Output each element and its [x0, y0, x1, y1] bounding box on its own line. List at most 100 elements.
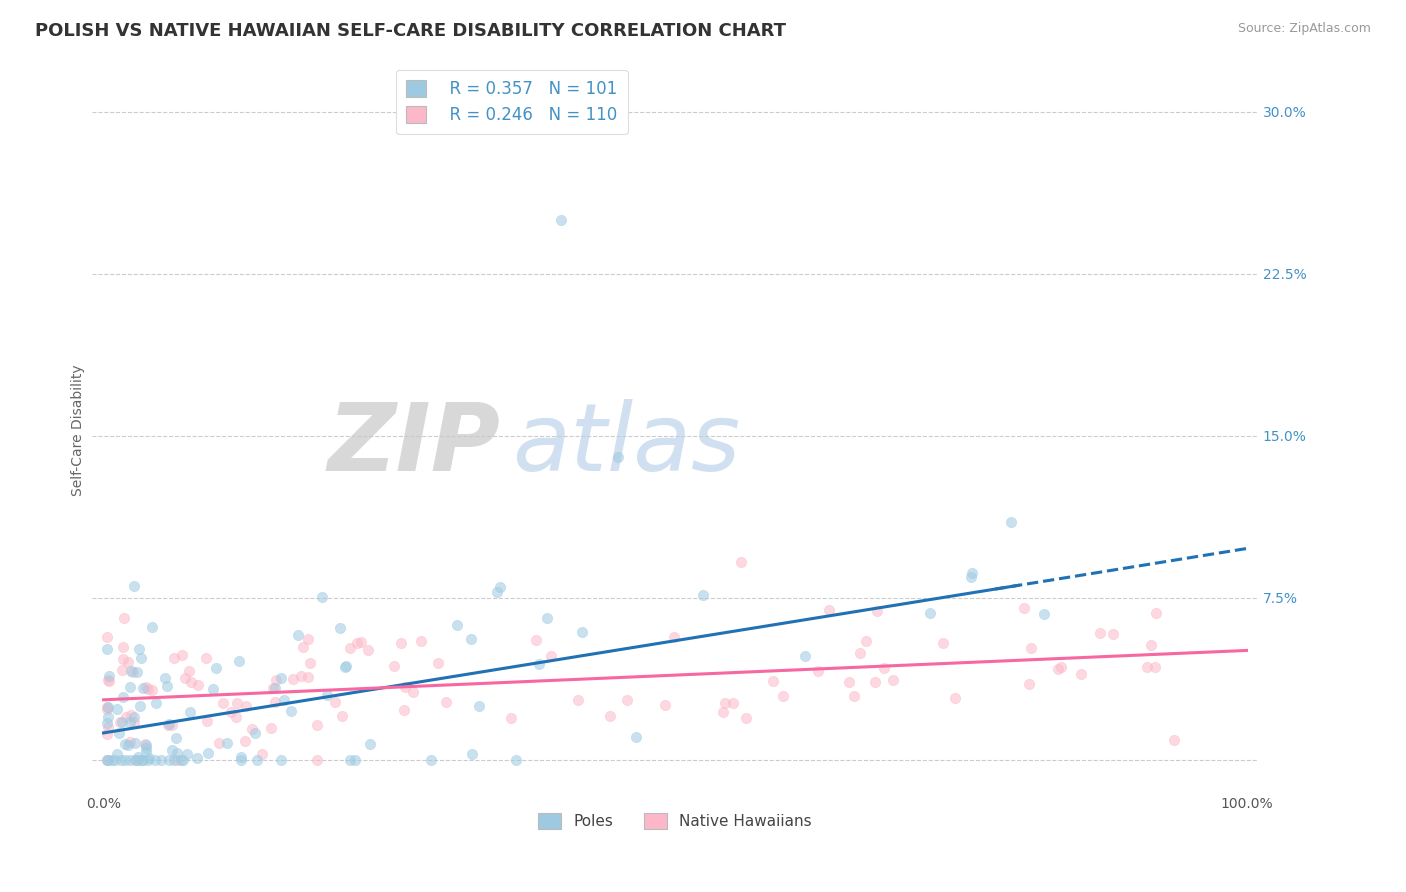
Point: [550, 212, 572, 227]
Point: [101, 753, 124, 767]
Point: [259, 721, 281, 735]
Point: [128, 698, 150, 713]
Point: [1032, 607, 1054, 622]
Point: [134, 737, 156, 751]
Point: [291, 640, 314, 654]
Point: [207, 736, 229, 750]
Point: [120, 707, 142, 722]
Point: [280, 704, 302, 718]
Point: [104, 753, 127, 767]
Legend: Poles, Native Hawaiians: Poles, Native Hawaiians: [533, 806, 818, 835]
Point: [165, 731, 187, 746]
Point: [1014, 601, 1036, 615]
Y-axis label: Self-Care Disability: Self-Care Disability: [72, 365, 86, 496]
Point: [1019, 640, 1042, 655]
Point: [229, 749, 252, 764]
Point: [122, 665, 145, 679]
Point: [357, 642, 380, 657]
Point: [252, 747, 274, 761]
Point: [307, 753, 329, 767]
Point: [311, 591, 333, 605]
Point: [138, 751, 160, 765]
Point: [97, 753, 120, 767]
Point: [264, 673, 287, 687]
Point: [122, 710, 145, 724]
Point: [344, 753, 367, 767]
Point: [270, 753, 292, 767]
Point: [297, 632, 319, 646]
Point: [489, 580, 512, 594]
Point: [96, 642, 118, 657]
Point: [96, 702, 118, 716]
Point: [298, 657, 321, 671]
Point: [111, 714, 134, 729]
Point: [283, 672, 305, 686]
Point: [156, 718, 179, 732]
Point: [156, 679, 179, 693]
Point: [882, 673, 904, 687]
Point: [866, 604, 889, 618]
Point: [132, 753, 155, 767]
Point: [157, 716, 180, 731]
Point: [125, 665, 148, 680]
Point: [186, 751, 208, 765]
Point: [131, 753, 153, 767]
Point: [118, 680, 141, 694]
Point: [959, 569, 981, 583]
Point: [114, 753, 136, 767]
Point: [204, 660, 226, 674]
Text: Source: ZipAtlas.com: Source: ZipAtlas.com: [1237, 22, 1371, 36]
Point: [402, 684, 425, 698]
Point: [287, 628, 309, 642]
Point: [524, 633, 547, 648]
Point: [124, 753, 146, 767]
Point: [150, 753, 173, 767]
Point: [335, 658, 357, 673]
Point: [111, 663, 134, 677]
Point: [818, 602, 841, 616]
Point: [243, 725, 266, 739]
Point: [616, 692, 638, 706]
Point: [838, 674, 860, 689]
Point: [849, 646, 872, 660]
Point: [112, 640, 135, 654]
Point: [1018, 677, 1040, 691]
Point: [179, 706, 201, 720]
Point: [163, 651, 186, 665]
Point: [333, 660, 356, 674]
Text: ZIP: ZIP: [328, 399, 501, 491]
Point: [270, 671, 292, 685]
Point: [233, 734, 256, 748]
Point: [807, 665, 830, 679]
Point: [305, 718, 328, 732]
Point: [143, 753, 166, 767]
Point: [145, 696, 167, 710]
Point: [264, 681, 287, 696]
Point: [122, 714, 145, 729]
Point: [1049, 660, 1071, 674]
Point: [157, 753, 180, 767]
Point: [195, 651, 218, 665]
Point: [226, 696, 249, 710]
Point: [160, 743, 183, 757]
Point: [115, 710, 138, 724]
Point: [419, 753, 441, 767]
Point: [96, 710, 118, 724]
Point: [505, 753, 527, 767]
Point: [225, 710, 247, 724]
Point: [124, 736, 146, 750]
Point: [229, 753, 252, 767]
Point: [865, 675, 887, 690]
Point: [486, 584, 509, 599]
Point: [262, 681, 284, 695]
Point: [315, 688, 337, 702]
Point: [446, 618, 468, 632]
Point: [166, 746, 188, 760]
Point: [127, 753, 149, 767]
Point: [105, 702, 128, 716]
Point: [329, 621, 352, 635]
Point: [135, 738, 157, 752]
Point: [1047, 662, 1070, 676]
Point: [436, 695, 458, 709]
Point: [711, 705, 734, 719]
